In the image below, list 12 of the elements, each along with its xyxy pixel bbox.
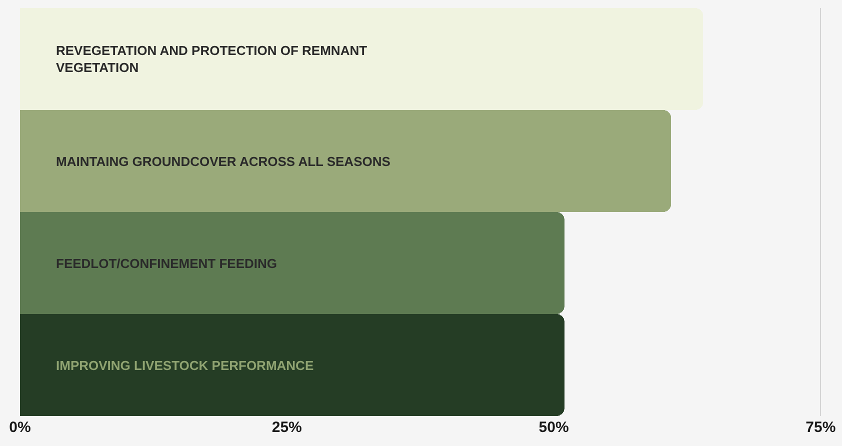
x-tick-label: 0% — [9, 419, 31, 436]
x-tick-label: 25% — [272, 419, 302, 436]
y-tick-label: MAINTAING GROUNDCOVER ACROSS ALL SEASONS — [56, 154, 391, 169]
bar — [20, 314, 564, 416]
bar — [20, 8, 704, 110]
x-tick-label: 50% — [538, 419, 569, 436]
y-tick-label: FEEDLOT/CONFINEMENT FEEDING — [56, 256, 277, 271]
bar — [20, 110, 672, 212]
x-tick-label: 75% — [806, 419, 836, 436]
bar — [20, 212, 564, 314]
y-tick-label: REVEGETATION AND PROTECTION OF REMNANT VEGETATION — [56, 43, 368, 75]
y-tick-label: IMPROVING LIVESTOCK PERFORMANCE — [56, 358, 314, 373]
